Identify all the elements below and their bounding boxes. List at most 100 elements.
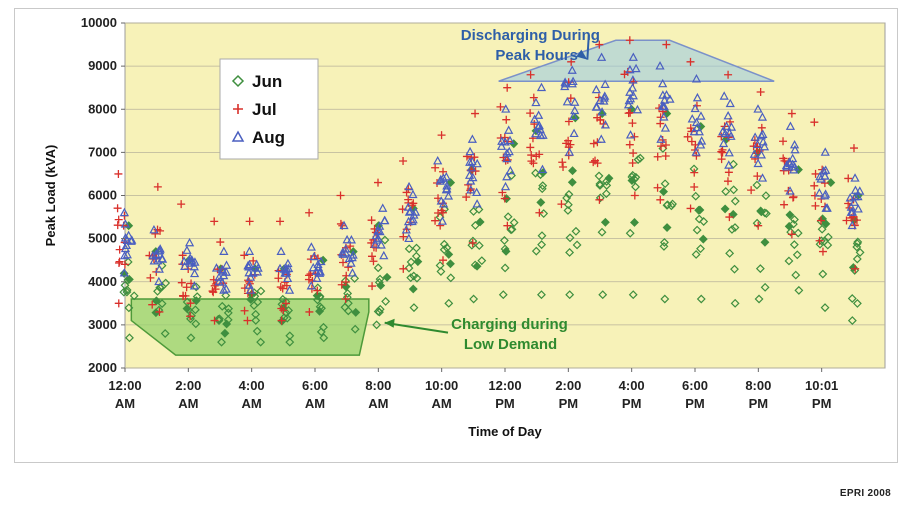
point-jun <box>597 227 607 237</box>
point-jun <box>350 273 360 283</box>
point-jun <box>375 304 385 314</box>
point-jul <box>186 299 195 308</box>
point-jun <box>754 294 764 304</box>
point-jun <box>161 278 171 288</box>
point-jul <box>657 142 666 151</box>
point-jul <box>691 140 700 149</box>
point-jun <box>694 205 704 215</box>
point-jun <box>190 305 200 315</box>
point-jun <box>382 272 392 282</box>
point-aug <box>348 250 358 259</box>
x-tick-label: PM <box>749 396 769 411</box>
point-jun <box>659 237 669 247</box>
point-jun <box>760 282 770 292</box>
x-tick-label: 12:00 <box>488 378 521 393</box>
point-jun <box>223 315 233 325</box>
point-jun <box>563 200 573 210</box>
legend-marker-aug <box>231 130 245 142</box>
point-aug <box>724 147 734 157</box>
legend-label-aug: Aug <box>252 128 285 147</box>
y-tick-label: 9000 <box>88 58 117 73</box>
legend: Jun Jul Aug <box>219 58 319 160</box>
point-jul <box>849 144 858 153</box>
point-jun <box>279 313 289 323</box>
point-jun <box>124 274 134 284</box>
point-aug <box>628 75 638 84</box>
point-jul <box>780 200 789 209</box>
point-jun <box>570 113 580 123</box>
point-jul <box>558 158 567 167</box>
point-jun <box>698 234 708 244</box>
point-jun <box>721 187 731 196</box>
point-aug <box>599 96 609 105</box>
point-jul <box>240 251 249 260</box>
point-aug <box>815 171 825 181</box>
point-jul <box>439 256 448 265</box>
point-aug <box>632 104 643 114</box>
point-jul <box>367 252 376 261</box>
point-jul <box>842 216 851 225</box>
point-jul <box>277 304 286 313</box>
point-aug <box>221 284 231 293</box>
point-aug <box>725 98 735 108</box>
point-jun <box>568 166 577 176</box>
point-jul <box>186 312 195 321</box>
point-jun <box>691 250 701 259</box>
point-jun <box>531 168 541 178</box>
point-jun <box>847 294 857 303</box>
point-jun <box>785 210 795 220</box>
point-jul <box>148 300 157 309</box>
point-jul <box>368 282 377 291</box>
point-jun <box>660 294 670 304</box>
x-tick-label: AM <box>305 396 325 411</box>
point-aug <box>403 216 414 226</box>
point-jun <box>847 316 857 326</box>
legend-marker-jul <box>233 104 243 114</box>
point-jun <box>509 218 519 228</box>
point-aug <box>189 268 200 278</box>
point-jun <box>221 291 231 300</box>
point-aug <box>378 203 388 212</box>
point-jul <box>339 258 348 267</box>
point-jun <box>406 257 416 267</box>
point-jul <box>503 221 512 230</box>
point-jul <box>747 186 756 195</box>
point-aug <box>154 276 164 286</box>
point-jul <box>724 168 733 177</box>
point-jul <box>844 174 853 183</box>
point-jul <box>779 137 788 146</box>
point-jun <box>381 296 391 306</box>
point-jun <box>696 294 706 304</box>
point-jun <box>790 215 799 225</box>
point-aug <box>472 187 482 197</box>
point-aug <box>275 263 285 273</box>
point-aug <box>560 81 570 91</box>
point-jun <box>341 282 351 292</box>
point-jul <box>530 120 539 129</box>
point-jun <box>469 206 478 216</box>
x-tick-label: 8:00 <box>365 378 391 393</box>
point-jul <box>756 88 765 96</box>
point-jul <box>630 132 639 141</box>
point-jul <box>620 70 629 79</box>
point-jun <box>853 237 863 247</box>
point-jun <box>251 309 261 319</box>
point-jun <box>217 337 226 347</box>
y-tick-label: 6000 <box>88 188 117 203</box>
point-jul <box>462 193 471 202</box>
point-jul <box>535 208 544 217</box>
point-jun <box>696 244 705 254</box>
point-jun <box>852 254 862 264</box>
point-jun <box>412 243 421 253</box>
point-aug <box>341 244 351 253</box>
point-aug <box>408 189 418 199</box>
point-jul <box>313 286 322 295</box>
point-aug <box>853 204 863 213</box>
chart: 2000 3000 4000 5000 6000 7000 8000 9000 10000 12:… <box>43 15 886 439</box>
point-jun <box>186 314 195 324</box>
point-jul <box>276 217 285 226</box>
point-aug <box>623 99 634 109</box>
point-aug <box>759 141 770 151</box>
point-aug <box>502 171 512 181</box>
point-jul <box>529 93 538 102</box>
